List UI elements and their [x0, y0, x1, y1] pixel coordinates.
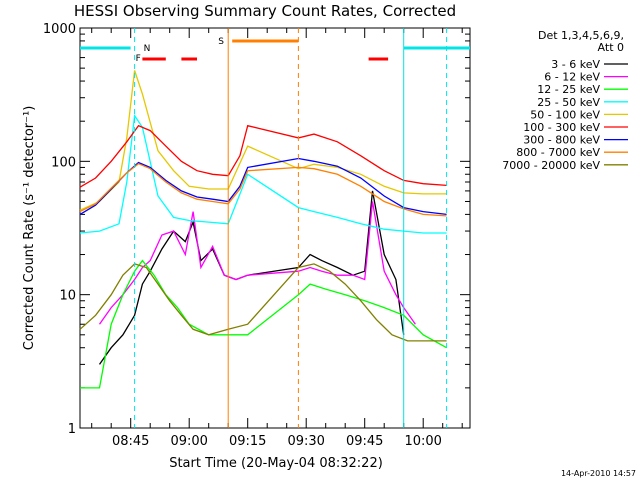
legend-entry: 3 - 6 keV	[551, 58, 600, 71]
legend-entry: 25 - 50 keV	[537, 96, 600, 109]
x-tick-label: 09:30	[287, 434, 324, 449]
legend-entry: 7000 - 20000 keV	[502, 159, 600, 172]
x-tick-label: 08:45	[112, 434, 149, 449]
n-marker-label: N	[144, 44, 151, 54]
legend-entry: 12 - 25 keV	[537, 83, 600, 96]
y-tick-label: 10	[59, 289, 76, 304]
plot-timestamp: 14-Apr-2010 14:57	[561, 469, 636, 478]
x-tick-label: 09:45	[346, 434, 383, 449]
x-tick-label: 09:15	[229, 434, 266, 449]
series-line	[98, 201, 416, 325]
axes-frame: 1 10 100 1000 08:45 09:00 09:15 09:30 09:45 10:00	[43, 22, 471, 449]
series-line	[80, 259, 447, 389]
f-marker-label: F	[136, 54, 141, 64]
legend-header: Det 1,3,4,5,6,9,	[538, 29, 624, 42]
plot-frame	[79, 27, 471, 429]
chart-title: HESSI Observing Summary Count Rates, Cor…	[74, 2, 456, 20]
y-tick-label: 1000	[43, 22, 76, 37]
x-tick-label: 09:00	[170, 434, 207, 449]
legend-entry: 6 - 12 keV	[544, 71, 600, 84]
legend-header: Att 0	[598, 41, 624, 54]
legend-entry: 300 - 800 keV	[523, 134, 600, 147]
attenuator-markers: NF S	[80, 28, 470, 428]
x-axis-label: Start Time (20-May-04 08:32:22)	[169, 456, 383, 471]
y-axis-label: Corrected Count Rate (s⁻¹ detector⁻¹)	[22, 106, 37, 351]
legend-entry: 100 - 300 keV	[523, 121, 600, 134]
series-line	[79, 70, 447, 211]
x-tick-label: 10:00	[404, 434, 441, 449]
y-tick-label: 100	[51, 155, 76, 170]
y-tick-label: 1	[68, 422, 76, 437]
legend-entry: 800 - 7000 keV	[516, 146, 600, 159]
s-marker-label: S	[218, 37, 224, 47]
legend-entry: 50 - 100 keV	[530, 108, 600, 121]
